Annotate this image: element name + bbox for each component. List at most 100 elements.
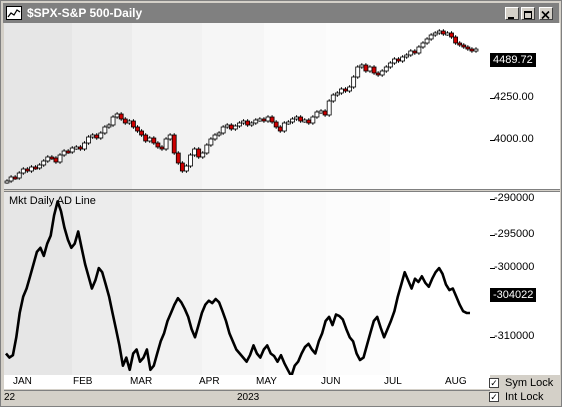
candle xyxy=(461,44,467,48)
candle xyxy=(322,110,328,116)
last-price-label: 4489.72 xyxy=(490,53,536,67)
candle xyxy=(334,92,340,96)
candle xyxy=(98,132,104,139)
candle xyxy=(33,166,38,170)
month-mar: MAR xyxy=(130,376,153,387)
month-band xyxy=(326,192,390,375)
candle xyxy=(131,120,136,128)
last-ad-value-label: -304022 xyxy=(490,288,537,302)
ad-tick-mark xyxy=(490,337,495,338)
candle xyxy=(355,66,361,78)
candle xyxy=(16,172,22,179)
candle xyxy=(237,122,242,127)
candle xyxy=(453,36,459,44)
candle xyxy=(155,142,161,148)
price-chart xyxy=(4,23,490,189)
month-band xyxy=(390,192,490,375)
candle xyxy=(212,134,218,140)
sym-lock-checkbox[interactable]: ✓ xyxy=(489,378,499,388)
ad-tick-mark xyxy=(490,199,495,200)
candle xyxy=(24,168,30,172)
ad-tick-mark xyxy=(490,268,495,269)
candle xyxy=(359,64,365,68)
sym-lock-label: Sym Lock xyxy=(505,377,554,389)
indicator-label: Mkt Daily AD Line xyxy=(9,195,96,207)
ad-line-chart xyxy=(4,192,490,375)
candle xyxy=(224,124,230,128)
month-band xyxy=(264,23,326,189)
candle xyxy=(86,136,91,144)
title-bar[interactable]: $SPX-S&P 500-Daily xyxy=(3,3,559,23)
candle xyxy=(379,70,385,76)
candle xyxy=(445,32,450,36)
price-panel[interactable] xyxy=(4,23,490,189)
candle xyxy=(469,48,475,52)
maximize-button[interactable] xyxy=(521,7,535,20)
candle xyxy=(392,58,397,64)
ad-line-series xyxy=(4,200,471,375)
month-may: MAY xyxy=(256,376,277,387)
candle xyxy=(363,64,369,72)
candle xyxy=(277,126,283,132)
panel-splitter[interactable] xyxy=(4,189,560,192)
indicator-panel[interactable]: Mkt Daily AD Line xyxy=(4,192,490,375)
candle xyxy=(432,32,438,36)
month-apr: APR xyxy=(199,376,220,387)
candle xyxy=(343,88,348,92)
window-title: $SPX-S&P 500-Daily xyxy=(27,6,143,20)
candle xyxy=(253,119,259,124)
candle xyxy=(102,126,108,134)
candle xyxy=(339,88,344,94)
ad-tick-310000: -310000 xyxy=(494,330,535,342)
candle xyxy=(457,42,463,46)
candle xyxy=(290,118,295,123)
candle xyxy=(396,58,401,62)
candle xyxy=(371,66,377,74)
candle xyxy=(465,46,471,50)
candle xyxy=(53,157,59,163)
candle xyxy=(196,148,202,158)
year-label: 2023 xyxy=(237,392,260,403)
candle xyxy=(139,130,144,136)
candle xyxy=(261,118,267,122)
month-jan: JAN xyxy=(13,376,32,387)
candle xyxy=(420,42,426,48)
candle xyxy=(179,162,185,172)
candle xyxy=(12,176,18,180)
candle xyxy=(143,134,149,142)
candle xyxy=(126,120,132,124)
candle xyxy=(306,119,312,124)
candle xyxy=(400,56,405,62)
candle xyxy=(387,62,393,68)
candle xyxy=(135,126,140,132)
candle xyxy=(45,156,51,162)
candle xyxy=(114,113,120,118)
candle xyxy=(404,54,410,58)
candle xyxy=(249,122,255,126)
close-icon xyxy=(541,10,550,20)
minimize-button[interactable] xyxy=(505,7,519,20)
ad-tick-290000: -290000 xyxy=(494,192,535,204)
candle xyxy=(147,137,153,142)
candle xyxy=(37,164,43,169)
month-jul: JUL xyxy=(384,376,402,387)
int-lock-checkbox[interactable]: ✓ xyxy=(489,392,499,402)
candle xyxy=(285,121,291,125)
date-axis: JAN FEB MAR APR MAY JUN JUL AUG 22 2023 xyxy=(4,375,490,405)
close-button[interactable] xyxy=(539,7,553,20)
ad-tick-300000: -300000 xyxy=(494,261,535,273)
candle xyxy=(302,119,308,123)
candle xyxy=(184,165,189,172)
month-feb: FEB xyxy=(73,376,93,387)
candle xyxy=(65,150,71,154)
candle xyxy=(330,94,336,102)
candle xyxy=(122,118,128,124)
candle xyxy=(192,148,198,156)
candle xyxy=(20,168,26,174)
candle xyxy=(49,156,55,160)
month-band xyxy=(390,23,490,189)
candle xyxy=(449,32,454,38)
month-band xyxy=(326,23,390,189)
candle xyxy=(61,150,67,156)
candle xyxy=(257,118,263,122)
